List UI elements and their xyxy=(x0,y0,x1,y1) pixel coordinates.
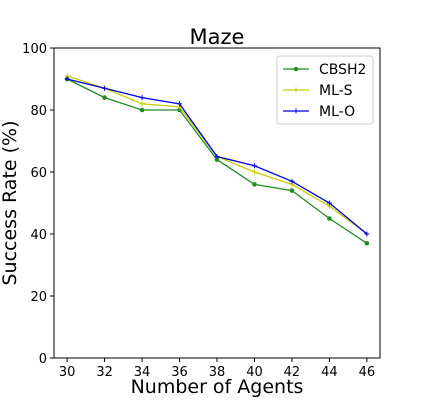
legend-item-cbsh2: CBSH2 xyxy=(283,62,366,78)
x-tick-label: 30 xyxy=(59,365,76,380)
x-tick-label: 40 xyxy=(246,365,263,380)
x-tick-label: 42 xyxy=(284,365,301,380)
data-point-cbsh2 xyxy=(364,241,370,246)
y-tick-label: 0 xyxy=(39,352,47,367)
legend-marker-cbsh2 xyxy=(293,66,299,72)
data-point-cbsh2 xyxy=(327,216,332,221)
data-point-ml-o xyxy=(177,101,183,107)
y-tick-label: 100 xyxy=(22,42,47,57)
y-tick-label: 80 xyxy=(30,104,47,119)
data-point-cbsh2 xyxy=(214,157,220,162)
data-point-cbsh2 xyxy=(102,95,107,100)
legend-label-ml-s: ML-S xyxy=(319,83,353,99)
data-point-ml-o xyxy=(289,178,295,184)
data-point-ml-s xyxy=(251,169,257,175)
data-point-ml-o xyxy=(139,95,145,101)
x-tick-label: 44 xyxy=(321,365,338,380)
plot-area: 30 32 34 36 38 40 42 44 46 0 20 40 60 80 100 xyxy=(22,42,381,380)
series-ml-o xyxy=(64,76,370,237)
data-point-ml-o xyxy=(64,76,70,82)
data-point-cbsh2 xyxy=(252,182,257,187)
x-tick-label: 46 xyxy=(359,365,376,380)
x-tick-label: 32 xyxy=(96,365,113,380)
y-axis-label: Success Rate (%) xyxy=(0,120,21,285)
legend-label-cbsh2: CBSH2 xyxy=(319,62,366,78)
legend-item-ml-o: ML-O xyxy=(283,104,355,120)
y-tick-label: 60 xyxy=(30,166,47,181)
chart-title: Maze xyxy=(190,25,245,49)
legend-label-ml-o: ML-O xyxy=(319,104,355,120)
legend-marker-ml-o xyxy=(293,108,299,114)
data-point-ml-o xyxy=(251,163,257,169)
legend-marker-ml-s xyxy=(293,87,299,93)
x-tick-label: 36 xyxy=(171,365,188,380)
data-point-ml-o xyxy=(214,154,220,159)
x-tick-label: 38 xyxy=(209,365,226,380)
data-point-cbsh2 xyxy=(289,188,295,193)
legend: CBSH2 ML-S ML-O xyxy=(276,55,374,125)
x-tick-label: 34 xyxy=(134,365,151,380)
data-point-ml-o xyxy=(364,231,370,237)
data-point-ml-o xyxy=(102,85,108,91)
data-point-ml-o xyxy=(326,200,332,206)
legend-frame xyxy=(276,55,374,125)
legend-item-ml-s: ML-S xyxy=(283,83,353,99)
data-point-cbsh2 xyxy=(139,107,145,113)
data-point-ml-s xyxy=(139,101,145,107)
y-tick-label: 20 xyxy=(30,290,47,305)
x-axis-label: Number of Agents xyxy=(131,376,304,398)
y-tick-label: 40 xyxy=(30,228,47,243)
